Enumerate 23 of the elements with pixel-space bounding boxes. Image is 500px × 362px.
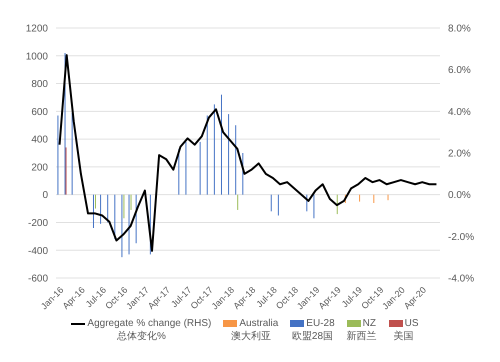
y-tick-label: -600 [28,274,48,285]
y-tick-label: 1200 [26,24,48,35]
y-tick-label: 600 [31,106,48,118]
line-series [58,54,438,252]
legend-label: Aggregate % change (RHS) 总体变化% [86,318,212,343]
legend-label: US 美国 [392,318,419,343]
y-tick-label: 800 [31,79,48,90]
legend-label: Australia 澳大利亚 [230,318,278,343]
y2-tick-label: -4.0% [448,274,474,285]
y2-tick-label: 4.0% [448,106,471,118]
y2-tick-label: -2.0% [448,232,474,243]
y-tick-label: 400 [31,134,48,146]
y-tick-label: 200 [31,162,48,174]
y2-tick-label: 8.0% [448,24,471,35]
y2-tick-label: 0.0% [448,190,471,202]
y2-tick-label: 2.0% [448,148,471,160]
y2-tick-label: 6.0% [448,65,471,76]
y-tick-label: 1000 [26,51,48,62]
y-tick-label: -200 [28,218,48,229]
y-tick-label: -400 [28,246,48,257]
y-tick-label: 0 [42,190,48,202]
legend-label: NZ 新西兰 [346,318,377,343]
legend-label: EU-28 欧盟28国 [290,318,335,343]
